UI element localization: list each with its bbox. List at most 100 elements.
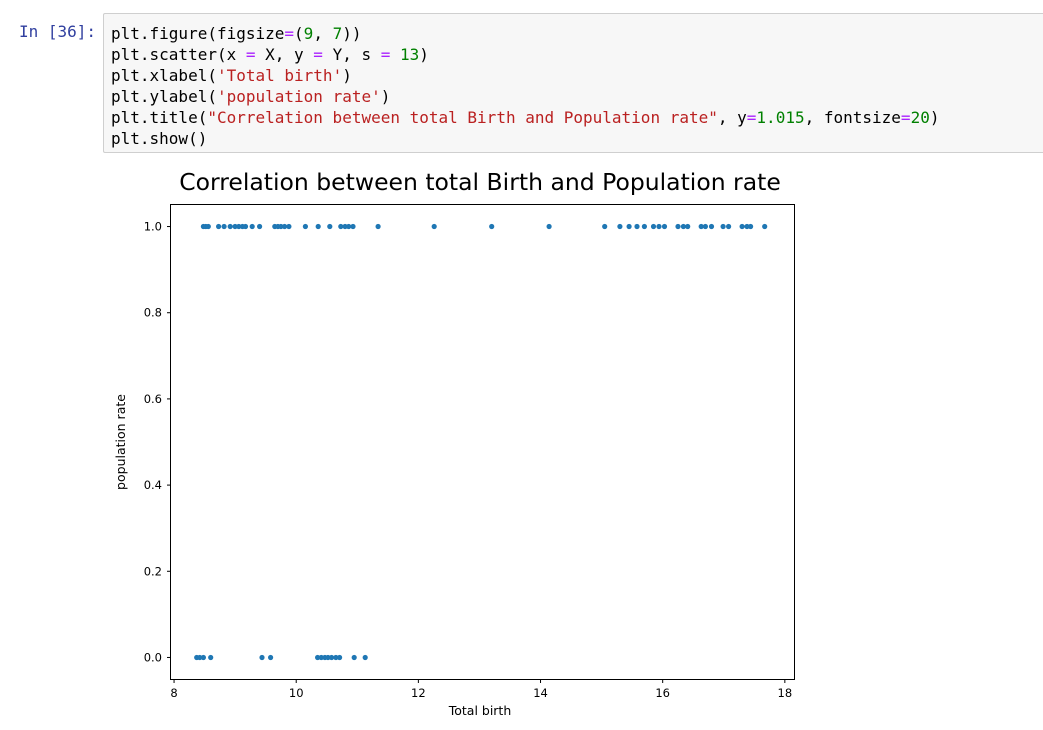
code-line: plt.ylabel('population rate') xyxy=(111,86,1043,107)
scatter-point xyxy=(333,654,339,661)
code-token: 7 xyxy=(332,24,343,43)
scatter-point xyxy=(286,223,292,230)
scatter-point xyxy=(762,223,768,230)
scatter-point xyxy=(351,654,357,661)
scatter-point xyxy=(315,223,321,230)
scatter-point xyxy=(282,223,288,230)
scatter-point xyxy=(739,223,745,230)
scatter-point xyxy=(227,223,233,230)
code-token: 'population rate' xyxy=(216,87,381,106)
code-token: X, y xyxy=(255,45,314,64)
code-token: ) xyxy=(380,87,391,106)
scatter-point xyxy=(708,223,715,230)
cell-output: Correlation between total Birth and Popu… xyxy=(103,160,823,725)
code-token: plt.show() xyxy=(111,129,208,148)
x-tick-label: 18 xyxy=(778,686,793,700)
scatter-point xyxy=(249,223,255,230)
code-token: = xyxy=(900,108,911,127)
code-token: plt.ylabel( xyxy=(111,87,217,106)
code-token: 9 xyxy=(303,24,314,43)
code-token: , y xyxy=(717,108,747,127)
scatter-point xyxy=(546,223,552,230)
code-token: plt.scatter(x xyxy=(111,45,246,64)
code-token: ) xyxy=(929,108,940,127)
scatter-point xyxy=(346,223,352,230)
code-token: ) xyxy=(419,45,429,64)
code-token: plt.figure(figsize xyxy=(111,24,285,43)
scatter-point xyxy=(197,654,203,661)
code-token: , xyxy=(313,24,333,43)
y-axis-label: population rate xyxy=(113,394,128,490)
scatter-point xyxy=(337,654,343,661)
y-tick-label: 0.4 xyxy=(144,478,162,492)
chart-title: Correlation between total Birth and Popu… xyxy=(179,168,781,196)
x-tick-label: 14 xyxy=(533,686,548,700)
y-tick-label: 0.0 xyxy=(144,650,162,664)
plot-area xyxy=(194,223,768,661)
cell-prompt: In [36]: xyxy=(19,22,97,41)
code-line: plt.show() xyxy=(111,128,1043,149)
code-token xyxy=(390,45,400,64)
y-tick-label: 0.8 xyxy=(144,306,162,320)
code-line: plt.figure(figsize=(9, 7)) xyxy=(111,23,1043,44)
code-token: Y, s xyxy=(322,45,381,64)
scatter-point xyxy=(278,223,284,230)
scatter-point xyxy=(327,223,333,230)
scatter-point xyxy=(232,223,238,230)
code-lines: plt.figure(figsize=(9, 7)) plt.scatter(x … xyxy=(111,23,1043,149)
scatter-point xyxy=(702,223,709,230)
scatter-chart: Correlation between total Birth and Popu… xyxy=(113,168,795,718)
code-line: plt.title("Correlation between total Bir… xyxy=(111,107,1043,128)
scatter-point xyxy=(489,223,495,230)
code-token: ) xyxy=(342,66,352,85)
scatter-point xyxy=(744,223,750,230)
code-token: "Correlation between total Birth and Pop… xyxy=(207,108,718,127)
y-tick-label: 1.0 xyxy=(144,220,162,234)
scatter-point xyxy=(641,223,648,230)
code-line: plt.xlabel('Total birth') xyxy=(111,65,1043,86)
scatter-point xyxy=(650,223,657,230)
x-tick-label: 16 xyxy=(655,686,670,700)
x-tick-label: 10 xyxy=(289,686,304,700)
scatter-point xyxy=(208,654,214,661)
code-token: )) xyxy=(342,24,362,43)
scatter-point xyxy=(205,223,211,230)
scatter-point xyxy=(257,223,263,230)
code-token: plt.title( xyxy=(111,108,208,127)
code-token: = xyxy=(380,45,391,64)
scatter-point xyxy=(216,223,222,230)
code-line: plt.scatter(x = X, y = Y, s = 13) xyxy=(111,44,1043,65)
code-token: 20 xyxy=(910,108,930,127)
y-tick-label: 0.2 xyxy=(144,564,162,578)
scatter-point xyxy=(302,223,308,230)
scatter-point xyxy=(236,223,242,230)
scatter-point xyxy=(242,223,249,230)
code-token: ( xyxy=(294,24,304,43)
y-axis: 0.0 0.2 0.4 0.6 0.8 1.0 xyxy=(144,220,171,664)
scatter-point xyxy=(698,223,704,230)
scatter-point xyxy=(726,223,732,230)
scatter-point xyxy=(338,223,344,230)
x-axis: 8 10 12 14 16 18 xyxy=(170,679,792,700)
scatter-point xyxy=(617,223,623,230)
code-token: = xyxy=(313,45,323,64)
scatter-point xyxy=(375,223,381,230)
code-token: = xyxy=(284,24,295,43)
scatter-point xyxy=(259,654,265,661)
scatter-point xyxy=(329,654,335,661)
scatter-point xyxy=(634,223,640,230)
scatter-point xyxy=(268,654,274,661)
scatter-point xyxy=(362,654,368,661)
scatter-point xyxy=(656,223,662,230)
code-cell-input[interactable]: plt.figure(figsize=(9, 7)) plt.scatter(x … xyxy=(103,13,1043,153)
x-axis-label: Total birth xyxy=(448,703,512,718)
scatter-point xyxy=(350,223,356,230)
code-token: 'Total birth' xyxy=(216,66,343,85)
code-token: = xyxy=(245,45,256,64)
scatter-point xyxy=(431,223,437,230)
scatter-point xyxy=(675,223,681,230)
plot-frame xyxy=(170,204,795,680)
scatter-point xyxy=(626,223,632,230)
scatter-point xyxy=(720,223,726,230)
scatter-point xyxy=(685,223,691,230)
